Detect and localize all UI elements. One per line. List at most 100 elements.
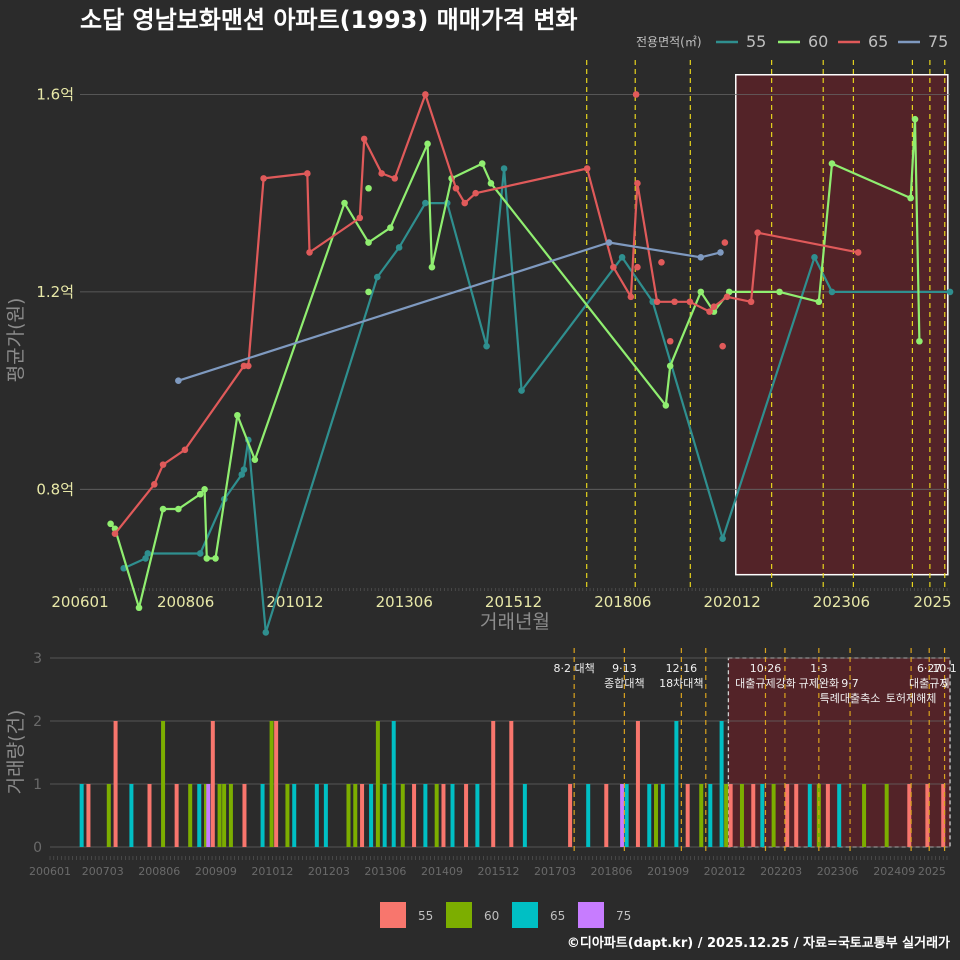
data-point-55 bbox=[422, 199, 429, 207]
legend-bottom-label-65: 65 bbox=[550, 909, 565, 923]
legend-bottom: 55 60 65 75 bbox=[380, 902, 631, 928]
policy-label: 18차대책 bbox=[659, 677, 703, 690]
data-point-55 bbox=[946, 288, 954, 296]
volume-bar-55 bbox=[491, 721, 496, 847]
data-point-65 bbox=[151, 481, 158, 488]
x-tick-label: 201012 bbox=[266, 593, 323, 611]
legend-label-75: 75 bbox=[928, 32, 948, 51]
volume-bar-65 bbox=[423, 784, 428, 847]
volume-bar-60 bbox=[222, 784, 227, 847]
x-tick-label: 2025 bbox=[918, 865, 946, 878]
data-point-65 bbox=[610, 263, 617, 271]
data-point-55 bbox=[373, 273, 381, 281]
volume-bar-60 bbox=[217, 784, 222, 847]
volume-bar-60 bbox=[375, 721, 380, 847]
policy-label: 토허제해제 bbox=[886, 691, 937, 705]
price-chart-panel: 0.8억 1.2억 1.6억 200601 200806 201012 201306 2015… bbox=[36, 60, 954, 636]
x-tick-label: 202012 bbox=[704, 865, 746, 878]
data-point-55 bbox=[618, 254, 626, 261]
data-point-65 bbox=[378, 170, 385, 177]
policy-label: 10·1 bbox=[932, 662, 957, 675]
volume-bar-60 bbox=[771, 784, 776, 847]
volume-bar-65 bbox=[369, 784, 374, 847]
y-tick-label: 0.8억 bbox=[36, 480, 74, 498]
x-tick-label: 200806 bbox=[138, 865, 180, 878]
data-point-60 bbox=[159, 505, 167, 513]
series-line-55 bbox=[123, 167, 950, 634]
volume-bar-65 bbox=[624, 784, 629, 847]
data-point-60 bbox=[234, 411, 241, 419]
volume-bar-55 bbox=[360, 784, 365, 847]
volume-bar-60 bbox=[269, 721, 274, 847]
legend-bottom-label-55: 55 bbox=[418, 909, 433, 923]
x-tick-label: 200601 bbox=[29, 865, 71, 878]
y-tick-label: 0 bbox=[33, 840, 42, 856]
volume-bar-55 bbox=[635, 721, 640, 847]
volume-bar-55 bbox=[242, 784, 247, 847]
volume-bar-65 bbox=[708, 784, 713, 847]
volume-bar-65 bbox=[475, 784, 480, 847]
volume-bar-65 bbox=[660, 784, 665, 847]
data-point-60 bbox=[815, 298, 823, 306]
policy-label: 12·16 bbox=[666, 662, 698, 675]
y-tick-label: 2 bbox=[33, 714, 42, 730]
volume-bar-55 bbox=[86, 784, 91, 847]
volume-bar-55 bbox=[509, 721, 514, 847]
data-point-60 bbox=[916, 337, 923, 345]
data-point-65 bbox=[461, 199, 469, 207]
volume-bar-65 bbox=[719, 721, 724, 847]
y-tick-label: 3 bbox=[33, 651, 42, 667]
data-point-60 bbox=[203, 555, 211, 562]
data-point-60 bbox=[341, 199, 348, 207]
volume-bar-60 bbox=[346, 784, 351, 847]
x-tick-label: 202409 bbox=[873, 865, 915, 878]
volume-bar-55 bbox=[825, 784, 830, 847]
y-tick-label: 1 bbox=[33, 777, 42, 793]
data-point-65 bbox=[356, 214, 364, 222]
data-point-55 bbox=[500, 165, 508, 172]
data-point-65 bbox=[452, 184, 460, 192]
volume-bar-60 bbox=[188, 784, 193, 847]
volume-bar-60 bbox=[228, 784, 233, 847]
x-tick-label: 200703 bbox=[82, 865, 124, 878]
data-point-65 bbox=[721, 239, 729, 246]
bottom-y-axis-label: 거래량(건) bbox=[5, 710, 27, 795]
volume-bar-60 bbox=[699, 784, 704, 847]
volume-bar-60 bbox=[816, 784, 821, 847]
data-point-65 bbox=[304, 170, 311, 177]
data-point-75 bbox=[697, 254, 705, 261]
data-point-60 bbox=[697, 288, 705, 296]
volume-bar-60 bbox=[106, 784, 111, 847]
volume-bar-60 bbox=[862, 784, 867, 847]
volume-bar-55 bbox=[728, 784, 733, 847]
legend-top: 전용면적(㎡) 55 60 65 75 bbox=[636, 32, 948, 51]
volume-bar-60 bbox=[285, 784, 290, 847]
x-tick-label: 200909 bbox=[195, 865, 237, 878]
volume-bar-55 bbox=[147, 784, 152, 847]
data-point-65 bbox=[472, 189, 479, 197]
volume-bar-65 bbox=[807, 784, 812, 847]
policy-label: 5 bbox=[941, 677, 948, 690]
volume-bar-55 bbox=[685, 784, 690, 847]
legend-box-65 bbox=[512, 902, 538, 928]
data-point-60 bbox=[365, 288, 372, 296]
data-point-55 bbox=[395, 244, 403, 251]
volume-bar-65 bbox=[382, 784, 387, 847]
data-point-65 bbox=[658, 258, 665, 266]
x-tick-label: 201512 bbox=[485, 593, 542, 611]
data-point-65 bbox=[245, 362, 252, 370]
data-point-60 bbox=[662, 402, 670, 409]
policy-label: 규제완화 bbox=[799, 677, 839, 690]
volume-bar-60 bbox=[434, 784, 439, 847]
volume-chart-panel: 0 1 2 3 8·2 대책 9·13 종합대책 12·16 18차대책 10·26 대출규제강화 1… bbox=[29, 648, 957, 878]
data-point-60 bbox=[196, 490, 204, 498]
x-tick-label: 201409 bbox=[421, 865, 463, 878]
volume-bar-60 bbox=[353, 784, 358, 847]
legend-label-55: 55 bbox=[746, 32, 766, 51]
volume-bar-65 bbox=[837, 784, 842, 847]
data-point-65 bbox=[686, 298, 694, 306]
volume-bar-55 bbox=[113, 721, 118, 847]
x-tick-label: 2025 bbox=[913, 593, 951, 611]
data-point-60 bbox=[911, 115, 919, 123]
